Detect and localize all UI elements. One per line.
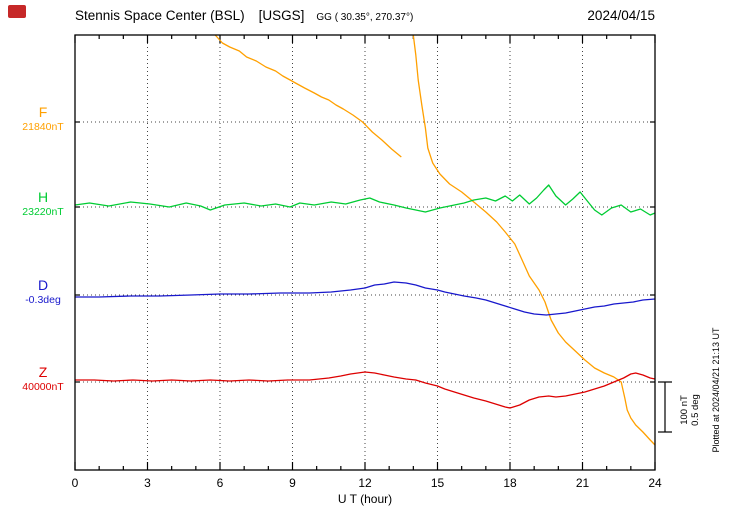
series-letter-h: H [37, 189, 49, 205]
geo-coords: GG ( 30.35°, 270.37°) [316, 12, 414, 23]
series-letter-z: Z [38, 364, 48, 380]
corner-marker [8, 5, 26, 18]
series-baseline-z: 40000nT [22, 381, 64, 393]
series-legend-h: H 23220nT [14, 189, 72, 219]
series-legend-f: F 21840nT [14, 104, 72, 134]
x-tick-label: 24 [648, 476, 662, 490]
series-letter-f: F [38, 104, 48, 120]
scale-value-deg: 0.5 deg [690, 394, 701, 426]
series-baseline-f: 21840nT [22, 121, 64, 133]
x-tick-label: 15 [430, 476, 445, 490]
series-legend-d: D -0.3deg [14, 277, 72, 307]
x-tick-label: 0 [71, 476, 79, 490]
series-legend-z: Z 40000nT [14, 364, 72, 394]
x-tick-label: 12 [358, 476, 372, 490]
series-baseline-d: -0.3deg [25, 294, 61, 306]
agency-label: [USGS] [258, 8, 305, 23]
x-tick-label: 3 [144, 476, 151, 490]
x-axis-title: U T (hour) [337, 492, 393, 506]
station-title: Stennis Space Center (BSL) [75, 8, 245, 23]
x-tick-label: 6 [216, 476, 224, 490]
trace-F [412, 34, 656, 446]
header: Stennis Space Center (BSL) [USGS] GG ( 3… [75, 8, 413, 23]
series-baseline-h: 23220nT [22, 206, 64, 218]
x-tick-label: 21 [575, 476, 590, 490]
series-letter-d: D [37, 277, 49, 293]
trace-F [214, 34, 402, 158]
x-tick-label: 18 [503, 476, 517, 490]
x-tick-label: 9 [289, 476, 296, 490]
trace-D [75, 281, 656, 316]
plot-date: 2024/04/15 [587, 8, 655, 23]
trace-H [74, 184, 656, 216]
plot-border [74, 34, 656, 471]
plotted-at-note: Plotted at 2024/04/21 21:13 UT [711, 327, 721, 453]
scale-bar-label: 100 nT 0.5 deg [679, 382, 701, 438]
trace-Z [75, 371, 656, 409]
scale-value-nt: 100 nT [679, 395, 690, 425]
